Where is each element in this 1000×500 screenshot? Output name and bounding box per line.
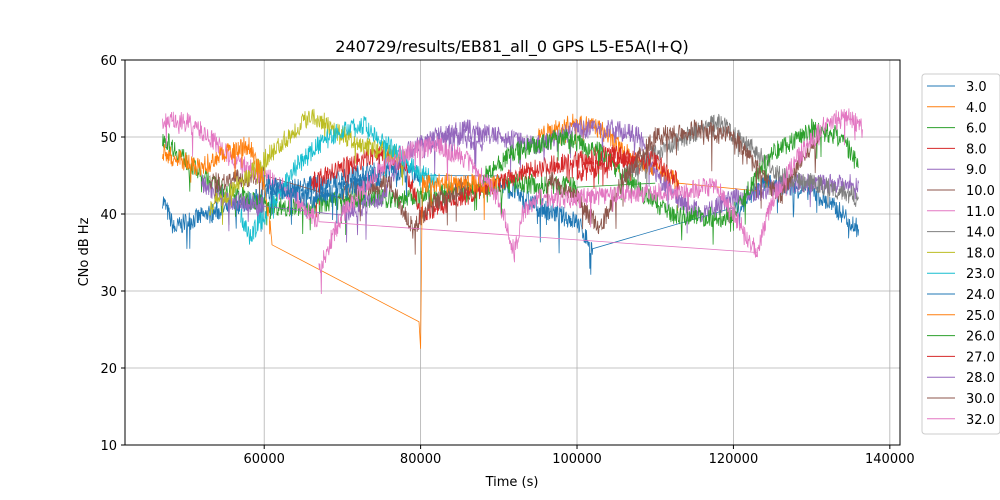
x-tick-label: 120000 xyxy=(709,452,759,467)
legend-box xyxy=(921,73,1000,435)
series-line-18-0 xyxy=(209,108,406,225)
legend-label: 6.0 xyxy=(966,122,987,137)
y-tick-label: 30 xyxy=(100,285,117,300)
legend-label: 24.0 xyxy=(966,288,995,303)
x-tick-label: 100000 xyxy=(552,452,602,467)
legend-label: 10.0 xyxy=(966,184,995,199)
legend: 3.0 4.0 6.0 8.0 9.0 10.0 11.0 14.0 18.0 23.0 24.0 2… xyxy=(921,73,1000,435)
y-tick-label: 50 xyxy=(100,131,117,146)
series-line-9-0 xyxy=(201,119,859,243)
legend-label: 23.0 xyxy=(966,267,995,282)
x-tick-label: 140000 xyxy=(865,452,915,467)
legend-label: 32.0 xyxy=(966,413,995,428)
y-tick-label: 40 xyxy=(100,208,117,223)
y-tick-label: 20 xyxy=(100,362,117,377)
series-line-26-0 xyxy=(482,118,859,245)
legend-label: 25.0 xyxy=(966,309,995,324)
x-tick-label: 60000 xyxy=(244,452,285,467)
x-tick-label: 80000 xyxy=(400,452,441,467)
legend-label: 30.0 xyxy=(966,392,995,407)
series-line-27-0 xyxy=(576,150,680,192)
plot-frame xyxy=(124,59,901,446)
legend-label: 9.0 xyxy=(966,163,987,178)
legend-label: 27.0 xyxy=(966,350,995,365)
legend-label: 18.0 xyxy=(966,246,995,261)
legend-label: 11.0 xyxy=(966,205,995,220)
legend-label: 4.0 xyxy=(966,101,987,116)
legend-label: 26.0 xyxy=(966,330,995,345)
series-line-32-0 xyxy=(318,108,863,295)
series-line-24-0 xyxy=(263,167,382,225)
series-line-8-0 xyxy=(310,144,640,225)
axis-ticks: 60000 80000 100000 120000 140000 10 20 30 40 50 60 xyxy=(100,54,914,467)
plot-lines xyxy=(162,108,863,349)
y-axis-label: CNo dB Hz xyxy=(77,217,92,286)
series-line-14-0 xyxy=(623,113,859,207)
chart-title: 240729/results/EB81_all_0 GPS L5-E5A(I+Q… xyxy=(335,37,688,57)
x-axis-label: Time (s) xyxy=(485,475,539,490)
y-tick-label: 10 xyxy=(100,439,117,454)
y-tick-label: 60 xyxy=(100,54,117,69)
legend-label: 28.0 xyxy=(966,371,995,386)
series-line-25-0 xyxy=(162,136,500,349)
legend-label: 8.0 xyxy=(966,142,987,157)
legend-label: 3.0 xyxy=(966,80,987,95)
series-line-23-0 xyxy=(240,115,437,245)
legend-label: 14.0 xyxy=(966,226,995,241)
